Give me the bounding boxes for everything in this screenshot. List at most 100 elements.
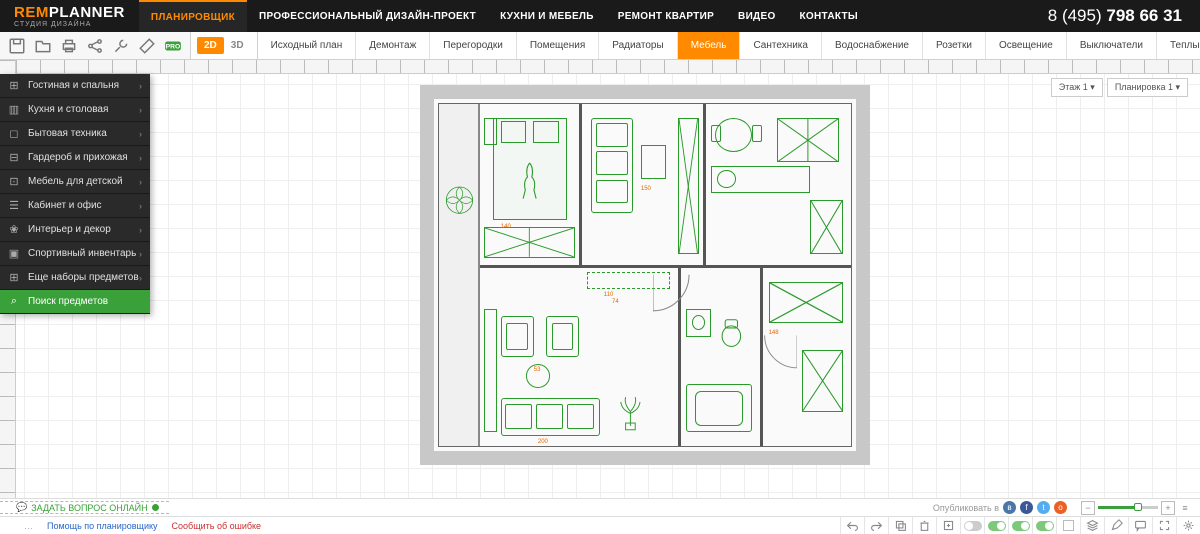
nav-design-project[interactable]: ПРОФЕССИОНАЛЬНЫЙ ДИЗАЙН-ПРОЕКТ bbox=[247, 0, 488, 32]
furniture-armchair[interactable] bbox=[501, 316, 534, 357]
comment-button[interactable] bbox=[1128, 517, 1152, 534]
sidebar-item-decor[interactable]: ❀Интерьер и декор› bbox=[0, 218, 150, 242]
ok-icon[interactable]: o bbox=[1054, 501, 1067, 514]
help-link[interactable]: Помощь по планировщику bbox=[47, 521, 158, 531]
view-2d-button[interactable]: 2D bbox=[197, 37, 224, 54]
furniture-kitchen-counter[interactable] bbox=[711, 166, 810, 193]
furniture-toilet[interactable] bbox=[719, 316, 744, 350]
settings-button[interactable] bbox=[1176, 517, 1200, 534]
zoom-slider[interactable] bbox=[1098, 506, 1158, 509]
phone-number[interactable]: 8 (495) 798 66 31 bbox=[1048, 6, 1200, 26]
tab-heated-floors[interactable]: Теплые полы bbox=[1157, 32, 1200, 59]
furniture-chair[interactable] bbox=[752, 125, 762, 142]
ask-question-button[interactable]: 💬 ЗАДАТЬ ВОПРОС ОНЛАЙН bbox=[0, 501, 169, 514]
tab-switches[interactable]: Выключатели bbox=[1067, 32, 1157, 59]
toggle-grid[interactable] bbox=[960, 517, 984, 534]
sidebar-item-more-sets[interactable]: ⊞Еще наборы предметов› bbox=[0, 266, 150, 290]
furniture-tv-unit[interactable] bbox=[678, 118, 699, 255]
furniture-armchair[interactable] bbox=[546, 316, 579, 357]
furniture-entry-bench[interactable] bbox=[802, 350, 843, 412]
furniture-wardrobe[interactable] bbox=[484, 227, 575, 258]
sidebar-item-search[interactable]: ⌕Поиск предметов bbox=[0, 290, 150, 314]
floor-plan[interactable]: 140 150 bbox=[420, 85, 870, 465]
sidebar-item-sports[interactable]: ▣Спортивный инвентарь› bbox=[0, 242, 150, 266]
toggle-labels[interactable] bbox=[1008, 517, 1032, 534]
export-button[interactable] bbox=[936, 517, 960, 534]
furniture-fridge[interactable] bbox=[810, 200, 843, 255]
sidebar-item-kids[interactable]: ⊡Мебель для детской› bbox=[0, 170, 150, 194]
zoom-handle[interactable] bbox=[1134, 503, 1142, 511]
zoom-stack-icon[interactable]: ≡ bbox=[1178, 501, 1192, 515]
publish-social: Опубликовать в в f t o bbox=[933, 501, 1073, 514]
sidebar-item-kitchen[interactable]: ▥Кухня и столовая› bbox=[0, 98, 150, 122]
tab-source-plan[interactable]: Исходный план bbox=[258, 32, 357, 59]
edit-button[interactable] bbox=[1104, 517, 1128, 534]
floor-dropdown[interactable]: Этаж 1 ▾ bbox=[1051, 78, 1103, 97]
print-icon[interactable] bbox=[60, 37, 78, 55]
furniture-plant[interactable] bbox=[616, 391, 645, 432]
save-icon[interactable] bbox=[8, 37, 26, 55]
sidebar-item-wardrobe[interactable]: ⊟Гардероб и прихожая› bbox=[0, 146, 150, 170]
furniture-closet[interactable] bbox=[769, 282, 843, 323]
furniture-sofa[interactable] bbox=[591, 118, 632, 214]
furniture-kitchen-upper[interactable] bbox=[777, 118, 839, 162]
furniture-cabinet[interactable] bbox=[484, 309, 496, 432]
furniture-nightstand[interactable] bbox=[484, 118, 496, 145]
nav-planner[interactable]: ПЛАНИРОВЩИК bbox=[139, 0, 247, 32]
layer-button[interactable] bbox=[1080, 517, 1104, 534]
open-icon[interactable] bbox=[34, 37, 52, 55]
plan-inner: 140 150 bbox=[438, 103, 852, 447]
tab-partitions[interactable]: Перегородки bbox=[430, 32, 517, 59]
furniture-bed[interactable] bbox=[493, 118, 567, 221]
nav-renovation[interactable]: РЕМОНТ КВАРТИР bbox=[606, 0, 726, 32]
tab-water[interactable]: Водоснабжение bbox=[822, 32, 923, 59]
delete-button[interactable] bbox=[912, 517, 936, 534]
furniture-chair[interactable] bbox=[711, 125, 721, 142]
fullscreen-button[interactable] bbox=[1152, 517, 1176, 534]
sidebar-item-appliances[interactable]: ◻Бытовая техника› bbox=[0, 122, 150, 146]
tw-icon[interactable]: t bbox=[1037, 501, 1050, 514]
chevron-right-icon: › bbox=[139, 201, 142, 211]
share-icon[interactable] bbox=[86, 37, 104, 55]
layout-dropdown[interactable]: Планировка 1 ▾ bbox=[1107, 78, 1188, 97]
nav-video[interactable]: ВИДЕО bbox=[726, 0, 787, 32]
zoom-plus-button[interactable]: + bbox=[1161, 501, 1175, 515]
view-3d-button[interactable]: 3D bbox=[224, 37, 251, 54]
vk-icon[interactable]: в bbox=[1003, 501, 1016, 514]
pro-badge-icon[interactable]: PRO bbox=[164, 37, 182, 55]
furniture-coffee-table[interactable] bbox=[641, 145, 666, 179]
report-bug-link[interactable]: Сообщить об ошибке bbox=[172, 521, 262, 531]
toggle-snap[interactable] bbox=[1032, 517, 1056, 534]
logo[interactable]: REMPLANNER СТУДИЯ ДИЗАЙНА bbox=[0, 5, 139, 28]
tab-rooms[interactable]: Помещения bbox=[517, 32, 599, 59]
tab-furniture[interactable]: Мебель bbox=[678, 32, 741, 59]
tab-radiators[interactable]: Радиаторы bbox=[599, 32, 677, 59]
dimension-label: 200 bbox=[538, 439, 548, 445]
measure-icon[interactable] bbox=[138, 37, 156, 55]
sidebar-item-living-bedroom[interactable]: ⊞Гостиная и спальня› bbox=[0, 74, 150, 98]
tab-lighting[interactable]: Освещение bbox=[986, 32, 1067, 59]
zoom-minus-button[interactable]: − bbox=[1081, 501, 1095, 515]
undo-button[interactable] bbox=[840, 517, 864, 534]
dimension-label: 150 bbox=[641, 186, 651, 192]
fb-icon[interactable]: f bbox=[1020, 501, 1033, 514]
dimension-label: 110 bbox=[604, 292, 614, 298]
nav-kitchens[interactable]: КУХНИ И МЕБЕЛЬ bbox=[488, 0, 606, 32]
tab-plumbing[interactable]: Сантехника bbox=[740, 32, 822, 59]
tab-demolition[interactable]: Демонтаж bbox=[356, 32, 430, 59]
nav-contacts[interactable]: КОНТАКТЫ bbox=[788, 0, 870, 32]
toggle-dims[interactable] bbox=[984, 517, 1008, 534]
sidebar-item-label: Гардероб и прихожая bbox=[28, 152, 128, 163]
tools-icon[interactable] bbox=[112, 37, 130, 55]
sofa-icon: ⊞ bbox=[6, 79, 22, 93]
bottom-tool-icons bbox=[840, 517, 1200, 534]
tab-outlets[interactable]: Розетки bbox=[923, 32, 986, 59]
color-swatch[interactable] bbox=[1056, 517, 1080, 534]
redo-button[interactable] bbox=[864, 517, 888, 534]
canvas-workspace[interactable]: ⊞Гостиная и спальня› ▥Кухня и столовая› … bbox=[0, 60, 1200, 498]
furniture-sofa-2[interactable] bbox=[501, 398, 600, 436]
copy-button[interactable] bbox=[888, 517, 912, 534]
publish-label: Опубликовать в bbox=[933, 503, 999, 513]
sidebar-item-office[interactable]: ☰Кабинет и офис› bbox=[0, 194, 150, 218]
furniture-bathtub[interactable] bbox=[686, 384, 752, 432]
